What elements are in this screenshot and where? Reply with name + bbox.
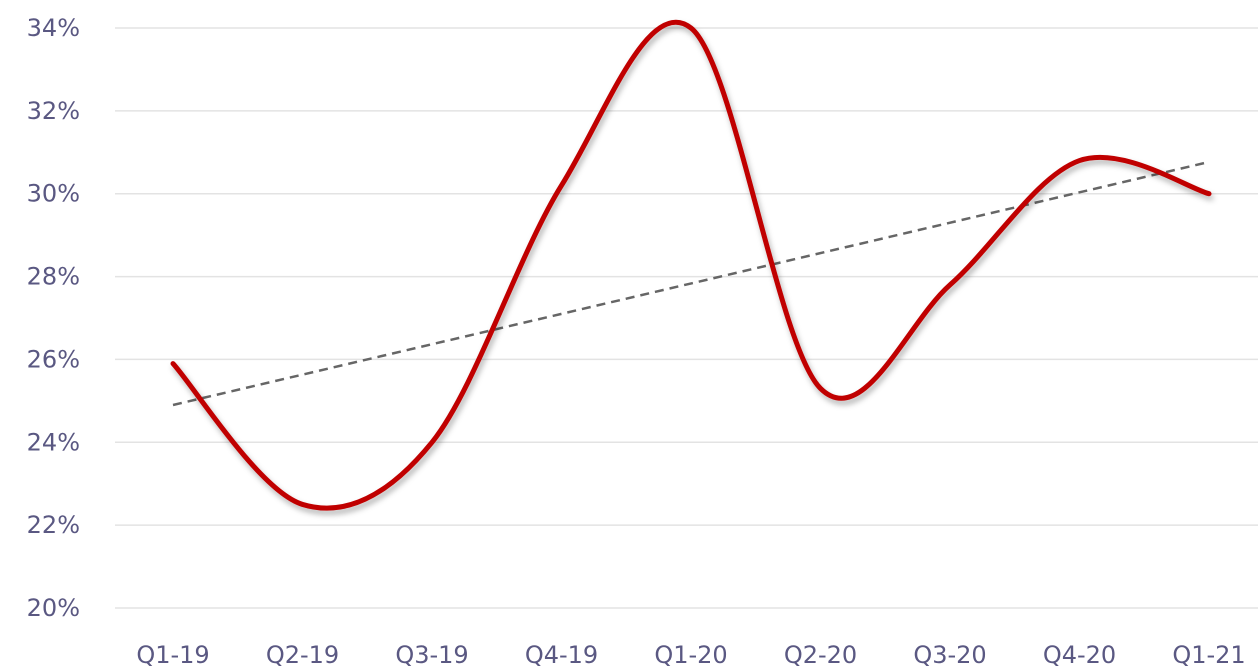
data-point-0-2 (429, 439, 435, 445)
data-point-0-6 (947, 282, 953, 288)
x-tick-label-2: Q3-19 (395, 641, 468, 669)
data-point-0-4 (688, 25, 694, 31)
x-tick-label-4: Q1-20 (654, 641, 727, 669)
x-tick-label-6: Q3-20 (913, 641, 986, 669)
y-tick-label-4: 28% (27, 263, 80, 291)
x-axis: Q1-19 Q2-19 Q3-19 Q4-19 Q1-20 Q2-20 Q3-20 Q4-20… (136, 641, 1245, 669)
series-line-0 (170, 19, 1212, 511)
trendline (172, 160, 1210, 407)
data-point-0-0 (170, 361, 176, 367)
y-tick-label-2: 24% (27, 428, 80, 456)
x-tick-label-5: Q2-20 (784, 641, 857, 669)
x-tick-label-0: Q1-19 (136, 641, 209, 669)
trendline-layer (172, 160, 1210, 407)
x-tick-label-8: Q1-21 (1172, 641, 1245, 669)
data-point-0-5 (818, 385, 824, 391)
series-layer (170, 19, 1212, 511)
x-tick-label-1: Q2-19 (266, 641, 339, 669)
y-tick-label-5: 30% (27, 180, 80, 208)
y-axis: 20% 22% 24% 26% 28% 30% 32% 34% (27, 14, 80, 622)
x-tick-label-3: Q4-19 (525, 641, 598, 669)
y-tick-label-7: 34% (27, 14, 80, 42)
gridlines (115, 27, 1258, 609)
y-tick-label-3: 26% (27, 345, 80, 373)
data-point-0-7 (1077, 158, 1083, 164)
y-tick-label-6: 32% (27, 97, 80, 125)
data-point-0-1 (300, 501, 306, 507)
data-point-0-3 (559, 182, 565, 188)
x-tick-label-7: Q4-20 (1043, 641, 1116, 669)
y-tick-label-1: 22% (27, 511, 80, 539)
data-point-0-8 (1206, 191, 1212, 197)
y-tick-label-0: 20% (27, 594, 80, 622)
